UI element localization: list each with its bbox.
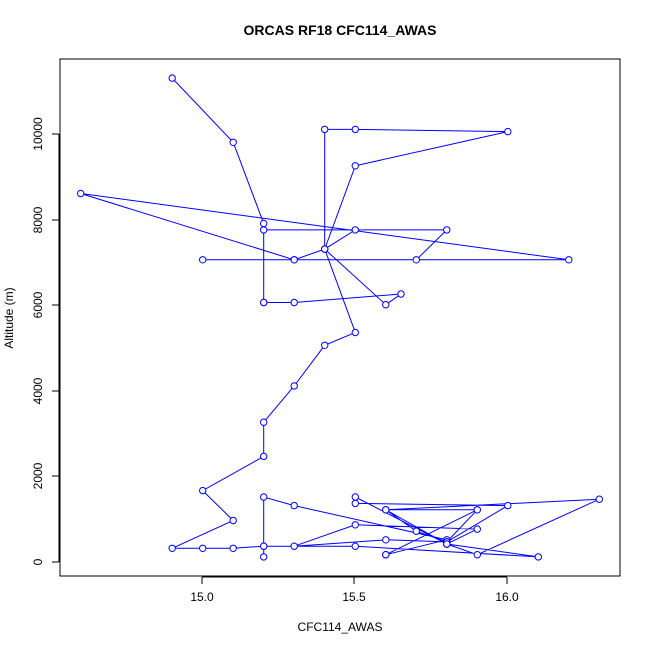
y-tick-label: 0 <box>31 558 45 565</box>
data-point <box>595 495 603 503</box>
data-point <box>260 542 268 550</box>
plot-frame <box>59 58 621 577</box>
data-point <box>321 245 329 253</box>
x-axis-label: CFC114_AWAS <box>298 620 383 634</box>
data-point <box>290 256 298 264</box>
data-point <box>351 226 359 234</box>
data-point <box>351 125 359 134</box>
data-point <box>565 256 573 264</box>
data-point <box>260 553 268 561</box>
data-point <box>168 74 176 82</box>
y-axis: 0 2000 4000 6000 8000 10000 Altitude (m) <box>2 117 60 565</box>
data-point <box>397 290 405 298</box>
data-point <box>382 536 390 544</box>
data-point <box>382 551 390 559</box>
data-point <box>351 521 359 529</box>
data-point <box>473 506 481 514</box>
series-line <box>80 77 600 558</box>
y-tick-label: 8000 <box>31 206 45 233</box>
y-tick-label: 4000 <box>31 377 45 404</box>
x-tick-label: 15.0 <box>190 590 214 604</box>
data-point <box>443 226 451 234</box>
data-point <box>168 544 176 552</box>
x-tick-label: 15.5 <box>342 590 366 604</box>
data-point <box>260 219 268 228</box>
data-point <box>229 516 237 525</box>
y-tick-label: 10000 <box>31 117 45 151</box>
series-layer <box>77 74 603 561</box>
data-point <box>351 499 359 508</box>
data-point <box>229 544 237 552</box>
data-point <box>260 298 268 307</box>
x-tick-label: 16.0 <box>495 590 519 604</box>
data-point <box>199 486 207 495</box>
data-point <box>382 301 390 309</box>
data-point <box>290 382 298 390</box>
data-point <box>382 506 390 514</box>
data-point <box>412 256 420 264</box>
data-point <box>199 256 207 264</box>
data-point <box>351 493 359 501</box>
data-point <box>199 544 207 552</box>
data-point <box>260 226 268 234</box>
data-point <box>290 542 298 550</box>
data-point <box>321 125 329 134</box>
data-point <box>504 501 512 510</box>
y-tick-label: 2000 <box>31 462 45 489</box>
data-point <box>290 501 298 510</box>
data-point <box>229 138 237 147</box>
data-point <box>504 127 512 136</box>
data-point <box>321 341 329 349</box>
data-point <box>351 542 359 550</box>
data-point <box>412 527 420 535</box>
data-point <box>77 189 85 198</box>
data-point <box>473 551 481 559</box>
data-point <box>351 328 359 337</box>
y-axis-label: Altitude (m) <box>2 287 16 348</box>
data-point <box>260 418 268 426</box>
data-point <box>443 540 451 548</box>
x-axis: 15.0 15.5 16.0 CFC114_AWAS <box>190 576 519 634</box>
data-point <box>534 553 542 561</box>
data-point <box>290 298 298 307</box>
data-point <box>473 525 481 533</box>
y-tick-label: 6000 <box>31 291 45 318</box>
chart-title: ORCAS RF18 CFC114_AWAS <box>244 22 437 38</box>
data-point <box>351 162 359 170</box>
data-point <box>260 493 268 501</box>
data-point <box>260 452 268 461</box>
